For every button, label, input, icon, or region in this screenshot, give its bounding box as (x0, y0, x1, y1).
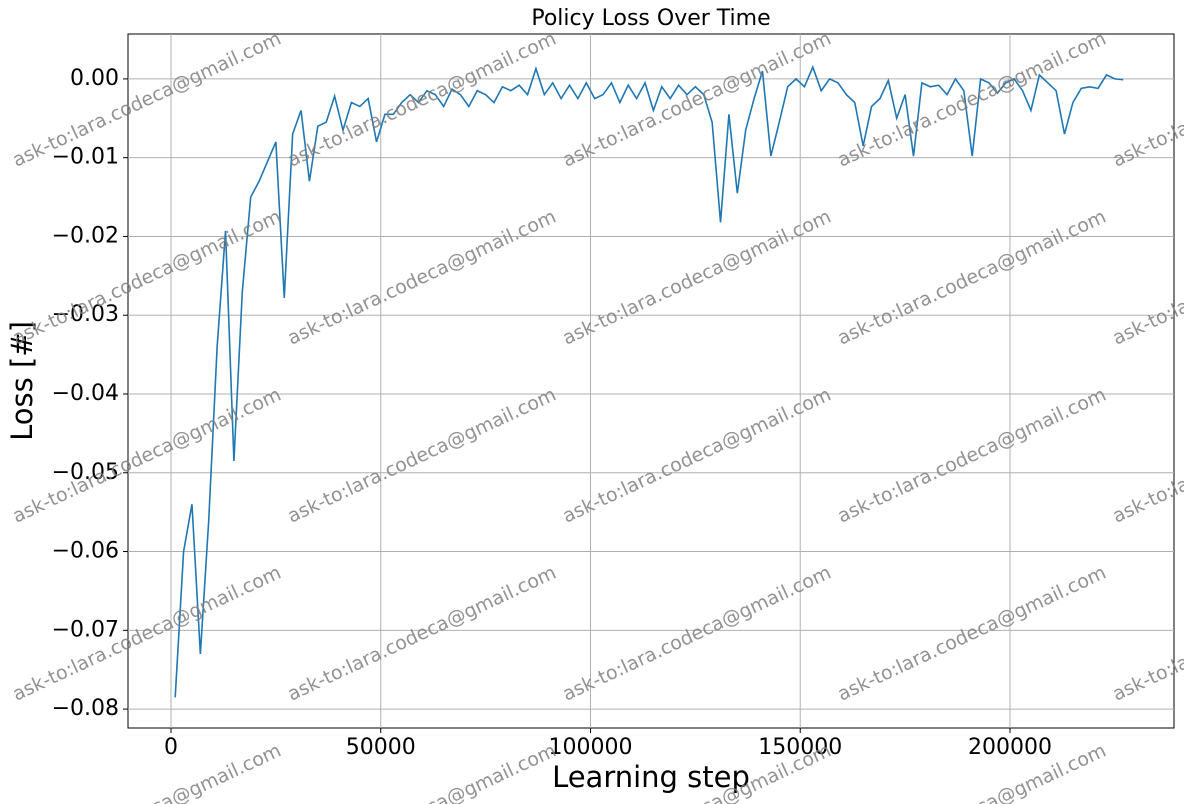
watermark: ask-to:lara.codeca@gmail.com (1109, 739, 1184, 804)
watermark: ask-to:lara.codeca@gmail.com (284, 739, 559, 804)
x-axis-label: Learning step (552, 760, 750, 794)
y-tick-label: 0.00 (70, 66, 119, 91)
x-tick-label: 50000 (346, 735, 416, 760)
plot-frame (127, 33, 1175, 729)
x-tick-label: 0 (164, 735, 178, 760)
y-tick-label: −0.05 (52, 460, 119, 485)
x-tick-label: 100000 (548, 735, 632, 760)
chart-title: Policy Loss Over Time (531, 6, 770, 31)
x-tick-label: 200000 (968, 735, 1052, 760)
y-tick-label: −0.08 (52, 696, 119, 721)
y-tick-label: −0.04 (52, 381, 119, 406)
watermark: ask-to:lara.codeca@gmail.com (9, 739, 284, 804)
y-tick-label: −0.03 (52, 302, 119, 327)
x-tick-label: 150000 (758, 735, 842, 760)
y-tick-label: −0.06 (52, 539, 119, 564)
series-line (174, 64, 1124, 698)
y-tick-label: −0.01 (52, 145, 119, 170)
y-tick-label: −0.02 (52, 223, 119, 248)
y-axis-label: Loss [#] (5, 321, 39, 441)
y-tick-label: −0.07 (52, 617, 119, 642)
